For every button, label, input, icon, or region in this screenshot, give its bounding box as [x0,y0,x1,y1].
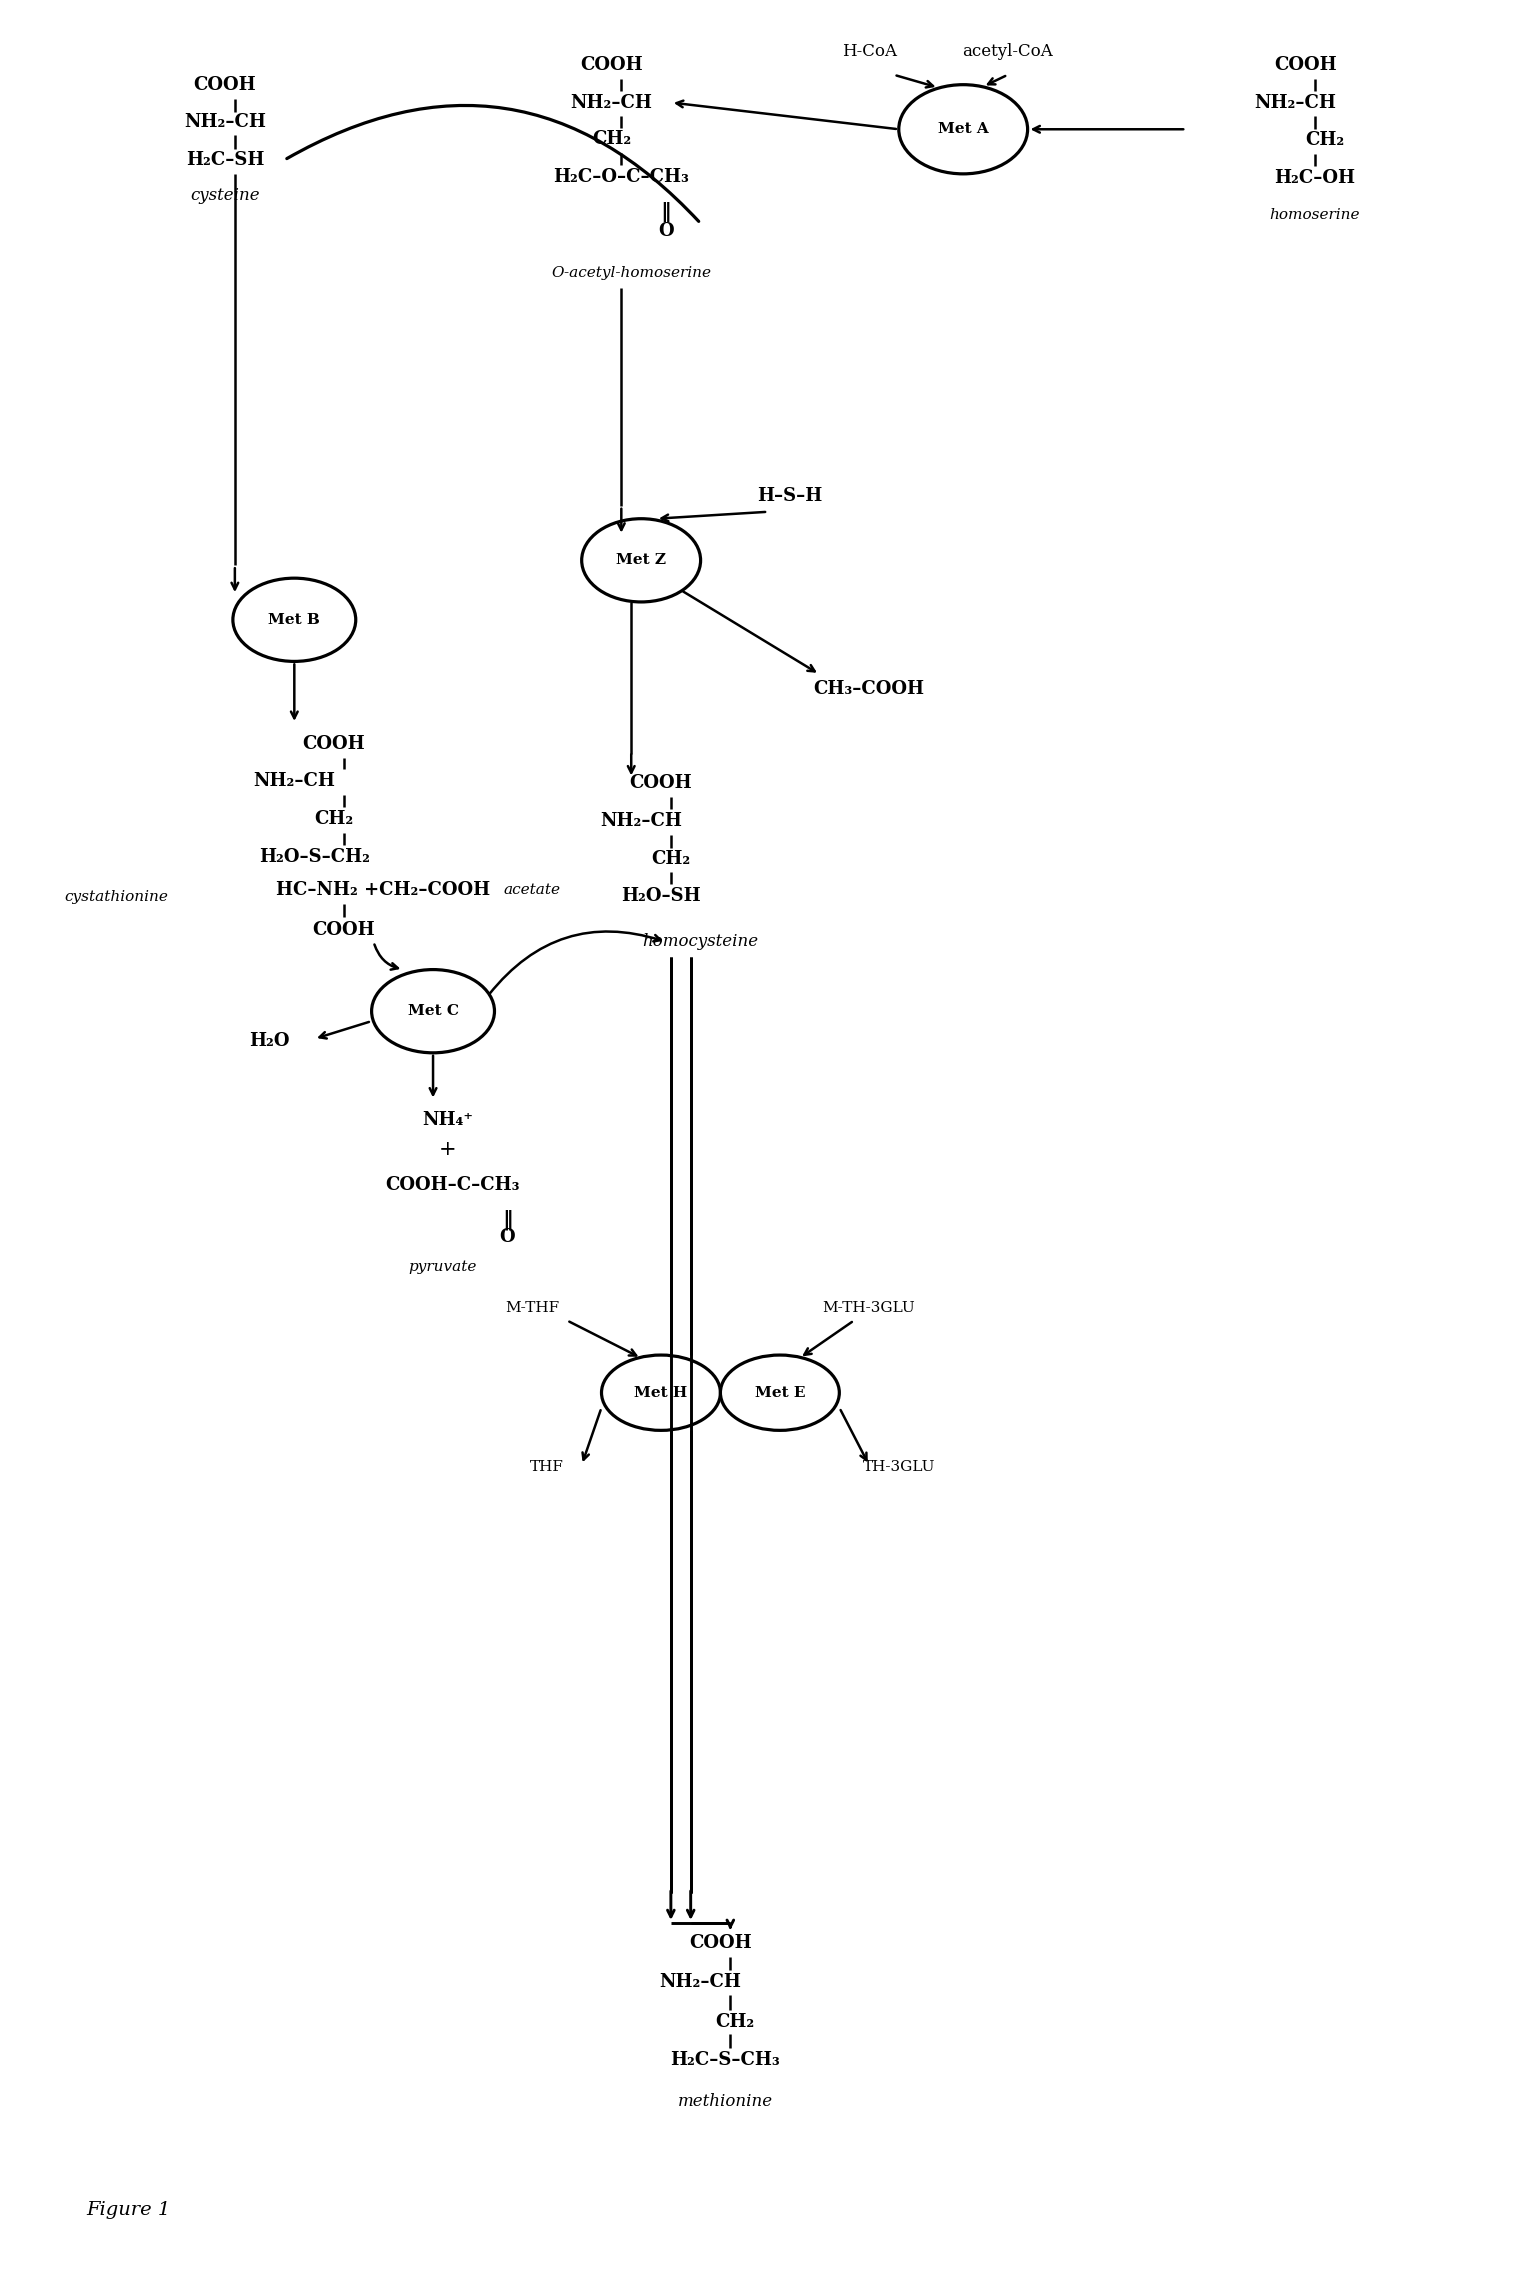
Text: homoserine: homoserine [1270,208,1360,222]
Text: M-TH-3GLU: M-TH-3GLU [823,1302,916,1316]
Text: COOH: COOH [193,75,256,94]
Text: NH₂–CH: NH₂–CH [601,811,682,829]
Text: O: O [659,222,674,240]
Text: Met Z: Met Z [616,553,666,567]
Text: CH₂: CH₂ [1305,130,1345,149]
Text: H₂O–S–CH₂: H₂O–S–CH₂ [259,848,369,866]
Text: COOH: COOH [1273,55,1336,73]
Text: COOH: COOH [630,775,692,793]
Text: Figure 1: Figure 1 [86,2200,170,2219]
Text: Met E: Met E [755,1385,806,1401]
Text: H₂C–OH: H₂C–OH [1275,169,1356,187]
Text: TH-3GLU: TH-3GLU [863,1460,935,1474]
Text: COOH–C–CH₃: COOH–C–CH₃ [386,1174,521,1193]
Text: ‖: ‖ [660,201,671,222]
Text: H₂C–SH: H₂C–SH [185,151,264,169]
Text: NH₄⁺: NH₄⁺ [423,1111,473,1129]
Text: H-CoA: H-CoA [841,43,896,59]
Text: NH₂–CH: NH₂–CH [570,94,653,112]
Text: COOH: COOH [303,736,365,752]
Text: CH₂: CH₂ [651,850,691,868]
Text: CH₂: CH₂ [591,130,631,149]
Text: THF: THF [530,1460,564,1474]
Text: acetate: acetate [504,884,561,898]
Text: CH₃–COOH: CH₃–COOH [813,681,924,699]
Text: Met H: Met H [634,1385,688,1401]
Text: COOH: COOH [581,55,643,73]
Text: acetyl-CoA: acetyl-CoA [962,43,1052,59]
Text: CH₂: CH₂ [314,809,354,827]
Text: Met C: Met C [408,1003,458,1019]
Text: H₂O–SH: H₂O–SH [620,887,700,905]
Text: Met A: Met A [938,123,988,137]
Text: CH₂: CH₂ [715,2013,755,2031]
Text: pyruvate: pyruvate [409,1259,476,1273]
Text: ‖: ‖ [502,1209,513,1229]
Text: NH₂–CH: NH₂–CH [660,1974,741,1990]
Text: H–S–H: H–S–H [757,487,823,505]
Text: NH₂–CH: NH₂–CH [184,114,267,130]
Text: O: O [499,1227,515,1245]
Text: H₂C–O–C–CH₃: H₂C–O–C–CH₃ [553,167,689,185]
Text: M-THF: M-THF [506,1302,559,1316]
Text: cystathionine: cystathionine [64,891,169,905]
Text: H₂O: H₂O [250,1033,290,1049]
Text: O-acetyl-homoserine: O-acetyl-homoserine [552,265,711,281]
Text: +: + [440,1140,457,1158]
Text: COOH: COOH [689,1933,752,1951]
Text: COOH: COOH [313,921,375,939]
Text: methionine: methionine [677,2093,774,2109]
Text: cysteine: cysteine [190,187,260,203]
Text: HC–NH₂ +CH₂–COOH: HC–NH₂ +CH₂–COOH [276,882,490,900]
Text: H₂C–S–CH₃: H₂C–S–CH₃ [671,2050,780,2068]
Text: Met B: Met B [268,612,320,626]
Text: NH₂–CH: NH₂–CH [253,772,336,791]
Text: homocysteine: homocysteine [642,932,758,951]
Text: NH₂–CH: NH₂–CH [1255,94,1336,112]
